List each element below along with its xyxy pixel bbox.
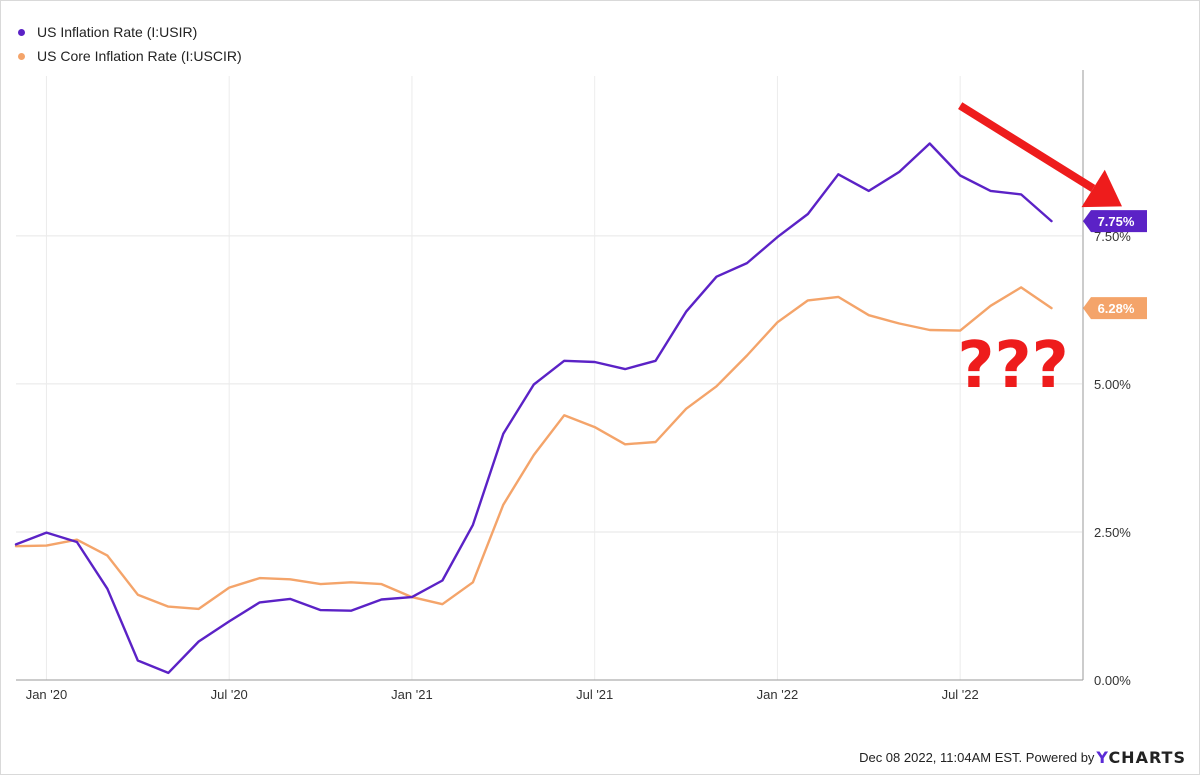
red-arrow-head — [1081, 169, 1122, 208]
question-marks-annotation: ??? — [957, 329, 1068, 403]
label-layer: 0.00% 2.50% 5.00% 7.50% Jan '20 Jul '20 Jan '2… — [26, 210, 1147, 702]
line-layer — [14, 142, 1053, 675]
footer: Dec 08 2022, 11:04AM EST. Powered by YCH… — [859, 748, 1186, 767]
x-tick-label-1: Jul '20 — [211, 687, 248, 702]
legend: US Inflation Rate (I:USIR) US Core Infla… — [14, 20, 242, 68]
brand-y: Y — [1096, 748, 1109, 767]
legend-label-core-inflation: US Core Inflation Rate (I:USCIR) — [37, 48, 242, 64]
x-tick-label-4: Jan '22 — [757, 687, 799, 702]
end-value-tag-bg-1 — [1083, 297, 1147, 320]
end-value-tag-0: 7.75% — [1083, 210, 1147, 233]
legend-item-core-inflation[interactable]: US Core Inflation Rate (I:USCIR) — [14, 44, 242, 68]
ycharts-logo[interactable]: YCHARTS — [1096, 748, 1186, 767]
y-tick-label-0: 0.00% — [1094, 673, 1131, 688]
legend-dot-core-inflation — [18, 52, 25, 60]
y-tick-label-3: 7.50% — [1094, 229, 1131, 244]
end-value-tag-1: 6.28% — [1083, 297, 1147, 320]
legend-label-inflation: US Inflation Rate (I:USIR) — [37, 24, 198, 40]
grid-layer — [16, 70, 1084, 681]
x-tick-label-0: Jan '20 — [26, 687, 68, 702]
red-arrow-shaft — [958, 102, 1096, 192]
brand-rest: CHARTS — [1108, 748, 1186, 767]
y-tick-label-1: 2.50% — [1094, 525, 1131, 540]
x-tick-label-2: Jan '21 — [391, 687, 433, 702]
x-tick-label-3: Jul '21 — [576, 687, 613, 702]
series-line-0 — [14, 142, 1053, 675]
legend-item-inflation[interactable]: US Inflation Rate (I:USIR) — [14, 20, 242, 44]
y-tick-label-2: 5.00% — [1094, 377, 1131, 392]
end-value-label-0: 7.75% — [1098, 214, 1135, 229]
series-line-1 — [14, 286, 1053, 611]
annotation-layer: ??? — [957, 102, 1122, 403]
end-value-tag-bg-0 — [1083, 210, 1147, 233]
footer-timestamp: Dec 08 2022, 11:04AM EST. Powered by — [859, 750, 1095, 765]
end-value-label-1: 6.28% — [1098, 301, 1135, 316]
x-tick-label-5: Jul '22 — [942, 687, 979, 702]
legend-dot-inflation — [18, 28, 25, 36]
